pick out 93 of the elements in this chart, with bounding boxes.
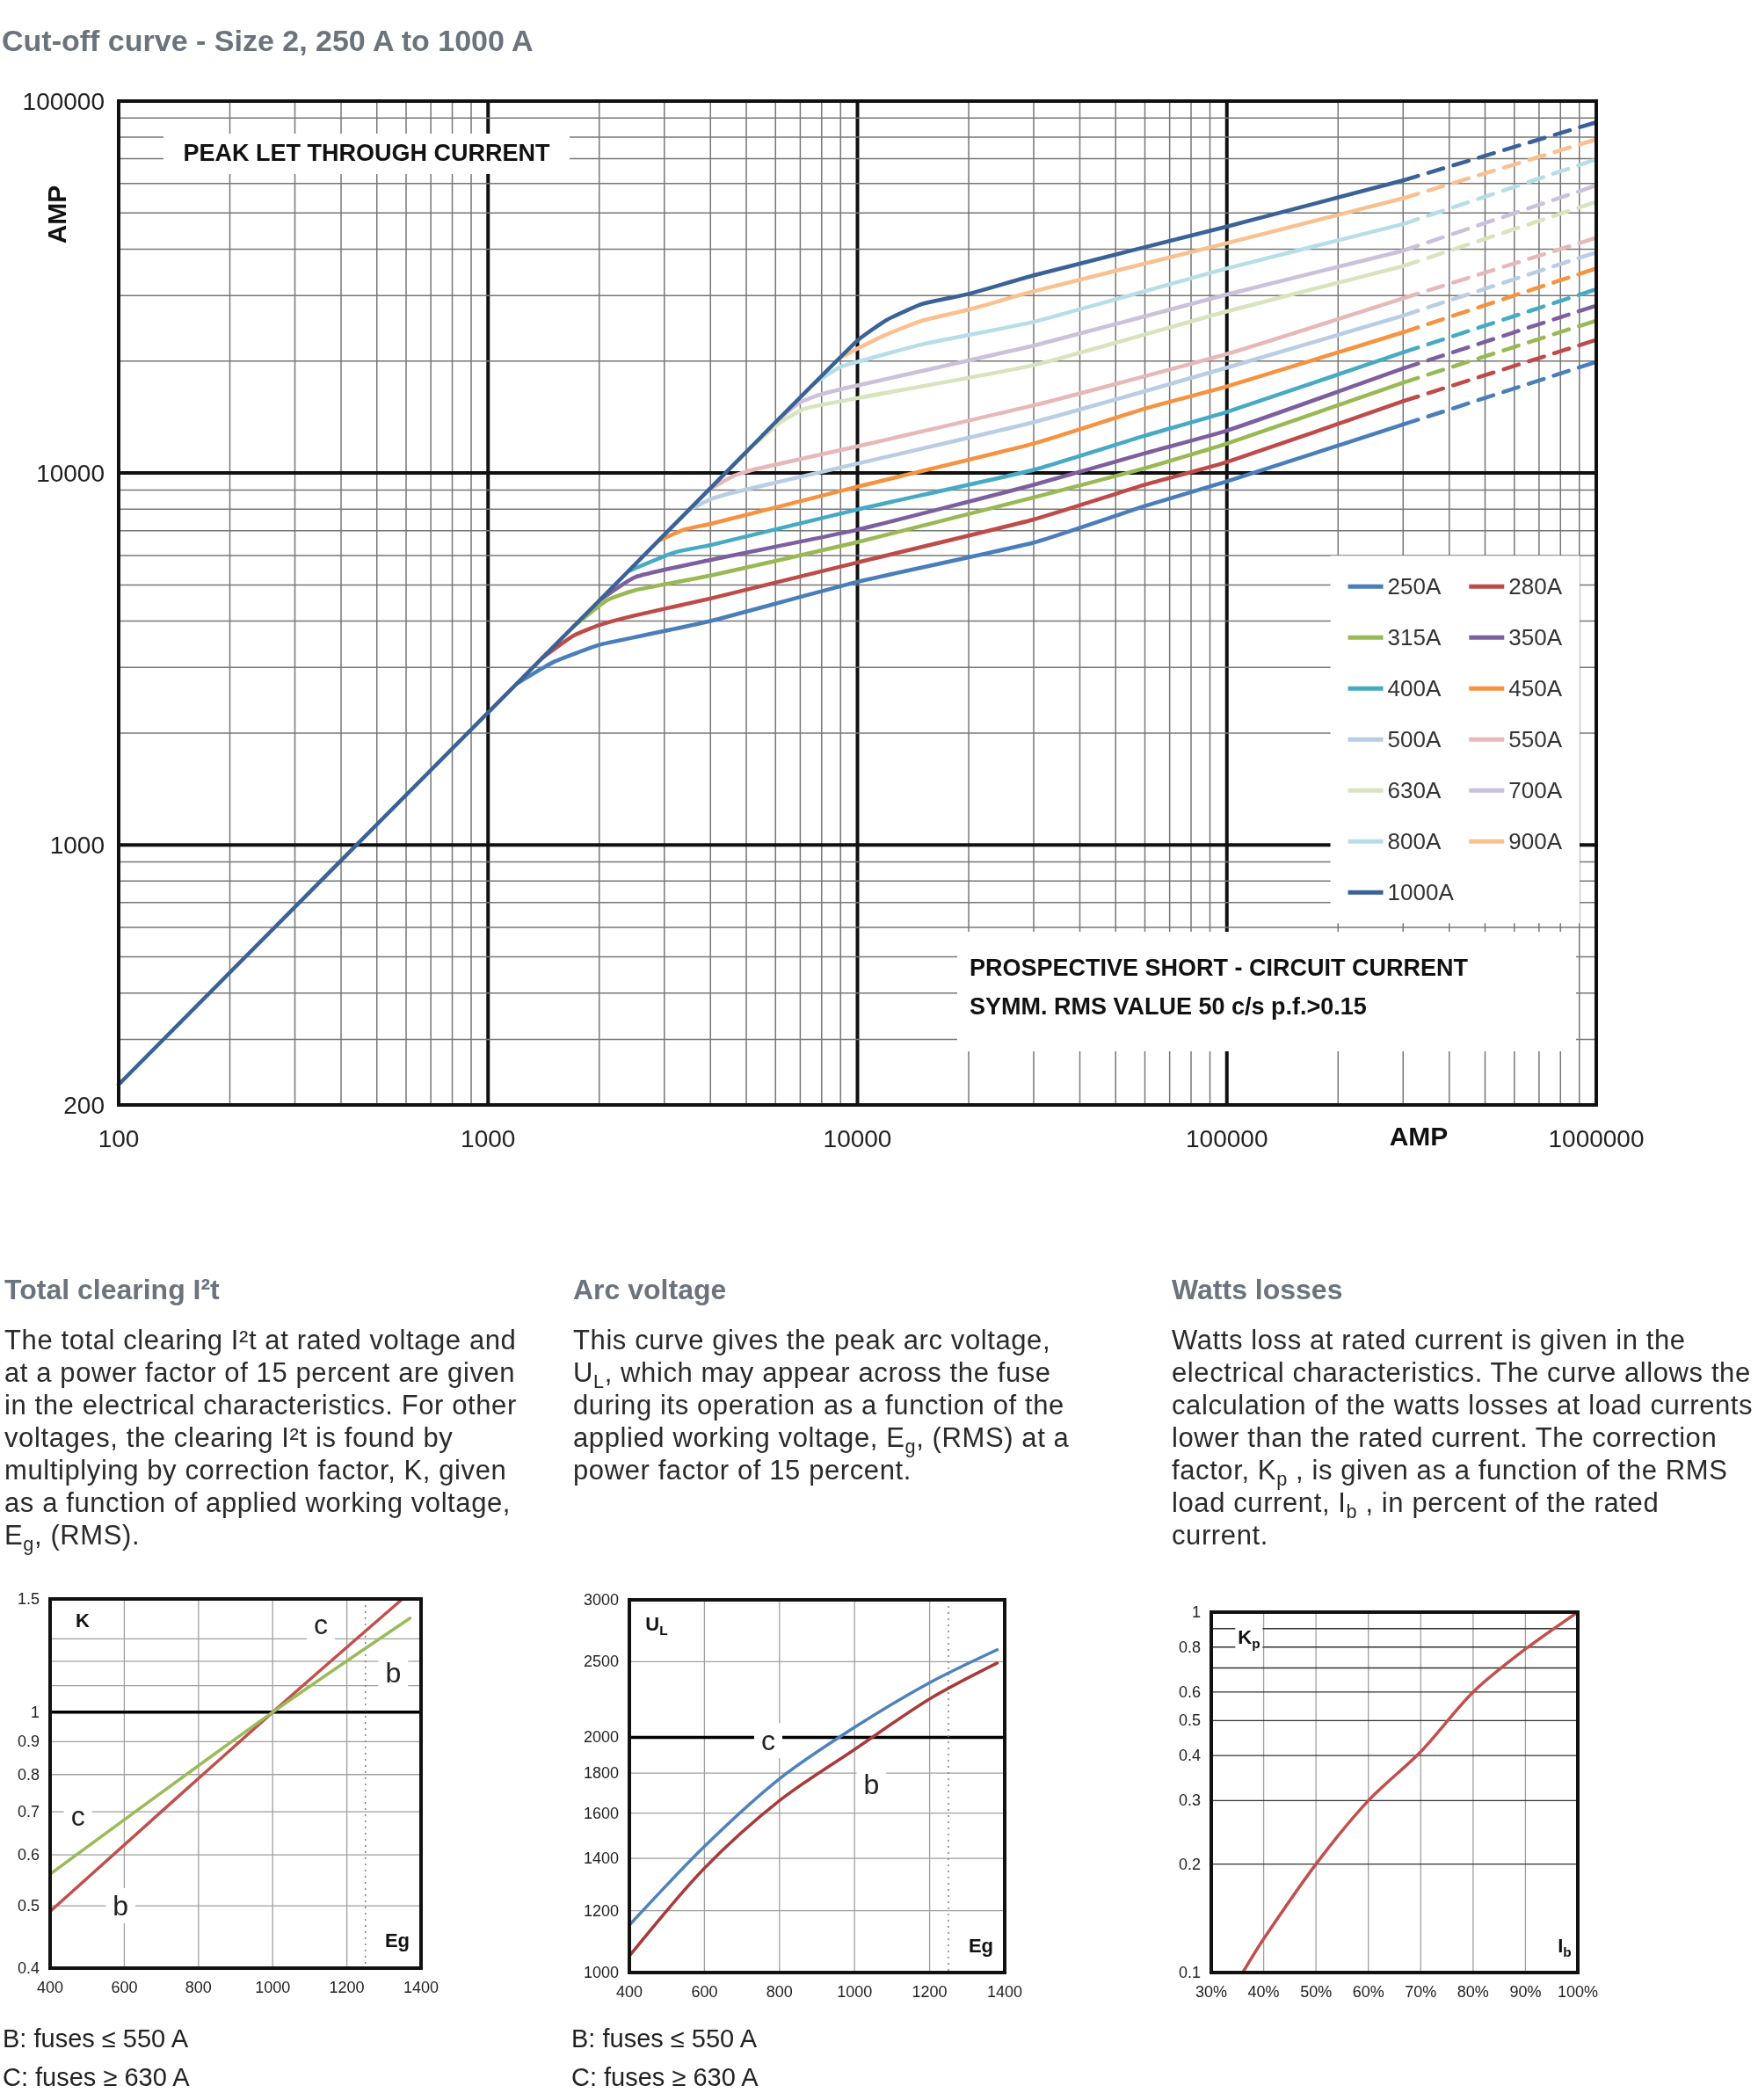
legend-label: 450A	[1508, 675, 1563, 702]
y-tick-label: 0.5	[1178, 1711, 1201, 1730]
x-tick-label: 100	[98, 1124, 140, 1152]
y-tick-label: 100000	[22, 87, 105, 115]
legend-label: 315A	[1387, 624, 1442, 651]
legend-label: 900A	[1508, 828, 1563, 855]
x-tick-label: 90%	[1509, 1983, 1542, 2001]
y-tick-label: 2000	[583, 1728, 619, 1747]
legend-label: 250A	[1387, 573, 1442, 600]
annotation: PROSPECTIVE SHORT - CIRCUIT CURRENT	[970, 955, 1469, 983]
x-axis-title: Eg	[381, 1929, 413, 1953]
y-tick-label: 0.8	[1178, 1638, 1201, 1656]
y-tick-label: 0.4	[17, 1959, 40, 1977]
text: Watts loss at rated current is given in the electrical characteristics. The curve allows the calculation of the watts losses at load currents lower than the rated current. The correction factor, K$_{p}$ , is given as a function of the RMS load current, I$_{b}$ , in percent of the rated current.	[1172, 1325, 1754, 1551]
x-tick-label: 800	[766, 1983, 793, 2001]
y-tick-label: 0.2	[1178, 1855, 1201, 1873]
x-tick-label: 40%	[1247, 1983, 1280, 2001]
x-tick-label: 60%	[1352, 1983, 1384, 2001]
text: B: fuses ≤ 550 A	[3, 2024, 188, 2054]
text: This curve gives the peak arc voltage, U$_{L}$, which may appear across the fuse during its operation as a function of the applied working voltage, E$_{g}$, (RMS) at a power factor of 15 percent.	[573, 1325, 1070, 1486]
annotation: SYMM. RMS VALUE 50 c/s p.f.>0.15	[970, 993, 1367, 1021]
x-tick-label: 80%	[1457, 1983, 1489, 2001]
y-tick-label: 0.6	[17, 1846, 40, 1864]
y-tick-label: 1000	[49, 831, 105, 859]
annotation: c	[70, 1799, 85, 1832]
y-tick-label: 2500	[583, 1653, 619, 1671]
x-axis-title: I$_{b}$	[1555, 1934, 1574, 1960]
chart-title: Total clearing I²t	[4, 1273, 220, 1307]
y-tick-label: 1	[30, 1703, 40, 1721]
y-tick-label: 0.3	[1178, 1791, 1201, 1810]
x-tick-label: 600	[111, 1979, 138, 1996]
text: B: fuses ≤ 550 A	[571, 2024, 757, 2054]
y-axis-title: U$_{L}$	[643, 1612, 671, 1639]
x-tick-label: 1000	[837, 1983, 873, 2001]
y-tick-label: 0.1	[1178, 1964, 1201, 1981]
text: C: fuses ≥ 630 A	[571, 2062, 759, 2093]
legend-label: 350A	[1508, 624, 1563, 651]
y-tick-label: 1600	[583, 1804, 619, 1822]
text: The total clearing I²t at rated voltage and at a power factor of 15 percent are given in the electrical characteristics. For other voltages, the clearing I²t is found by multiplying by correction factor, K, given as a function of applied working voltage, E$_{g}$, (RMS).	[4, 1325, 517, 1556]
x-tick-label: 50%	[1300, 1983, 1333, 2001]
x-tick-label: 1400	[403, 1979, 440, 1996]
y-tick-label: 1.5	[17, 1590, 40, 1608]
annotation: PEAK LET THROUGH CURRENT	[183, 140, 550, 168]
x-tick-label: 1000000	[1548, 1124, 1645, 1152]
legend-label: 280A	[1508, 573, 1563, 600]
y-tick-label: 0.4	[1178, 1747, 1201, 1765]
x-tick-label: 400	[615, 1983, 643, 2001]
annotation: c	[760, 1725, 775, 1757]
x-tick-label: 1200	[329, 1979, 365, 1996]
x-tick-label: 600	[691, 1983, 718, 2001]
legend-label: 550A	[1508, 726, 1563, 753]
y-tick-label: 0.8	[17, 1765, 40, 1784]
x-tick-label: 1200	[912, 1983, 948, 2001]
x-tick-label: 1400	[986, 1983, 1023, 2001]
y-tick-label: 1	[1191, 1603, 1201, 1621]
x-tick-label: 400	[36, 1979, 64, 1996]
y-tick-label: 1400	[583, 1849, 619, 1868]
annotation: b	[863, 1769, 880, 1801]
y-tick-label: 1200	[583, 1901, 619, 1920]
legend-label: 700A	[1508, 777, 1563, 804]
legend-label: 500A	[1387, 726, 1442, 753]
annotation: b	[385, 1657, 402, 1689]
y-tick-label: 200	[63, 1091, 105, 1119]
x-axis-title: Eg	[965, 1934, 997, 1958]
x-tick-label: 10000	[823, 1124, 892, 1152]
x-tick-label: 30%	[1195, 1983, 1228, 2001]
annotation: c	[314, 1608, 329, 1640]
chart-title: Watts losses	[1172, 1273, 1343, 1307]
legend-label: 630A	[1387, 777, 1442, 804]
y-tick-label: 0.7	[17, 1803, 40, 1821]
chart-title: Arc voltage	[573, 1273, 727, 1307]
x-tick-label: 70%	[1405, 1983, 1437, 2001]
legend-label: 400A	[1387, 675, 1442, 702]
y-axis-title: K	[73, 1609, 92, 1633]
legend-label: 1000A	[1387, 879, 1455, 906]
y-axis-title: K$_{p}$	[1235, 1625, 1263, 1652]
x-tick-label: 800	[185, 1979, 212, 1996]
x-tick-label: 1000	[461, 1124, 516, 1152]
y-tick-label: 0.9	[17, 1733, 40, 1751]
text: C: fuses ≥ 630 A	[3, 2062, 190, 2093]
y-tick-label: 1000	[583, 1964, 619, 1981]
legend-label: 800A	[1387, 828, 1442, 855]
y-tick-label: 10000	[36, 459, 105, 487]
x-tick-label: 100%	[1557, 1983, 1599, 2001]
x-axis-title: AMP	[1389, 1121, 1449, 1151]
y-tick-label: 0.5	[17, 1897, 40, 1915]
y-tick-label: 3000	[583, 1591, 619, 1609]
chart-title: Cut-off curve - Size 2, 250 A to 1000 A	[2, 23, 534, 59]
annotation: b	[113, 1890, 129, 1922]
y-tick-label: 1800	[583, 1764, 619, 1783]
x-tick-label: 1000	[255, 1979, 291, 1996]
y-axis-title: AMP	[41, 185, 71, 244]
y-tick-label: 0.6	[1178, 1682, 1201, 1701]
